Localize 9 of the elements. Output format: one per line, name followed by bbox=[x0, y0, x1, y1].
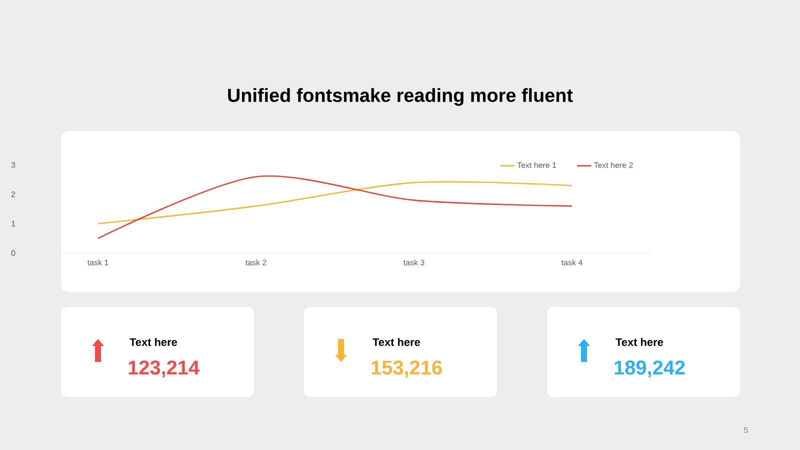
chart-title: Unified fontsmake reading more fluent bbox=[228, 88, 573, 106]
text: 189,242 bbox=[614, 360, 685, 378]
text: 153,216 bbox=[372, 360, 442, 378]
line-series bbox=[97, 181, 573, 224]
text: Text here bbox=[130, 338, 178, 346]
text: 123,214 bbox=[128, 360, 200, 378]
text: Text here bbox=[372, 338, 420, 346]
line-series bbox=[97, 175, 573, 239]
text: Text here bbox=[616, 338, 664, 346]
